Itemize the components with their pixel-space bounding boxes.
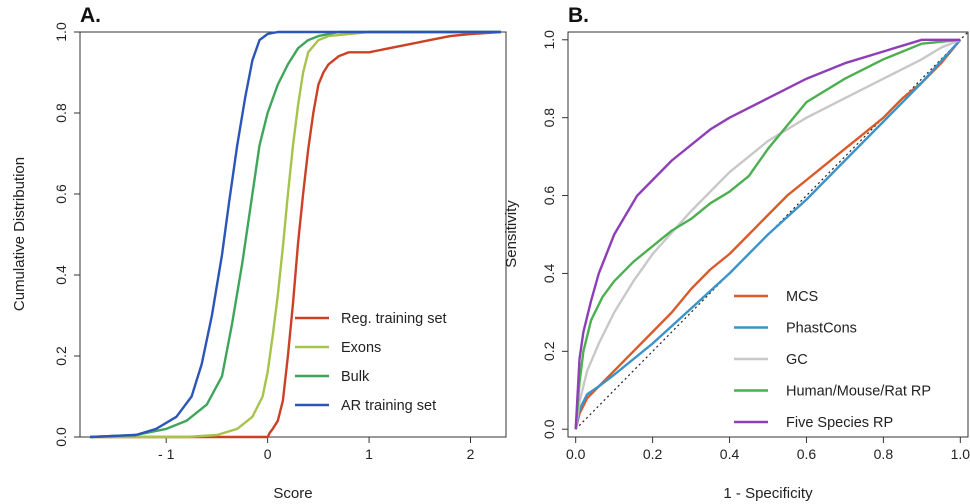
y-tick-label: 1.0	[541, 30, 557, 50]
series-line-ar-training-set	[90, 30, 501, 439]
panel-b-frame	[567, 31, 969, 438]
panel-b-legend: MCS PhastCons GC Human/Mouse/Rat RP Five Spe…	[734, 289, 931, 431]
panel-a-frame	[79, 31, 507, 438]
y-tick-label: 0.6	[53, 184, 69, 204]
x-tick-label: 1	[365, 446, 373, 462]
y-tick-label: 0.4	[53, 265, 69, 285]
series-line-mcs	[574, 39, 962, 430]
series-line-gc	[574, 38, 961, 430]
x-tick-label: 0.2	[643, 446, 663, 462]
y-tick-label: 0.2	[53, 346, 69, 366]
x-tick-label: 0.6	[797, 446, 817, 462]
y-tick-label: 0.2	[541, 341, 557, 361]
panel-b-x-axis: 0.0 0.2 0.4 0.6 0.8 1.0	[566, 437, 970, 462]
legend-label: Bulk	[341, 369, 370, 385]
series-line-exons	[90, 30, 501, 439]
panel-b-letter: B.	[568, 4, 589, 27]
legend-label: AR training set	[341, 398, 436, 414]
legend-label: Exons	[341, 340, 381, 356]
panel-a-plot-area	[90, 30, 501, 439]
panel-a-y-axis-title: Cumulative Distribution	[11, 157, 28, 311]
panel-a-letter: A.	[80, 4, 101, 27]
series-line-phastcons	[574, 38, 962, 430]
panel-a: A. 0.0 0.2 0.4 0.6 0.8 1.0 - 1 0 1 2 Score Cumul…	[11, 4, 507, 502]
x-tick-label: 0	[264, 446, 272, 462]
panel-b-plot-area	[574, 31, 969, 430]
series-line-bulk	[90, 30, 501, 439]
panel-a-x-axis-title: Score	[273, 485, 312, 502]
panel-a-y-axis: 0.0 0.2 0.4 0.6 0.8 1.0	[53, 22, 80, 447]
x-tick-label: 0.8	[874, 446, 894, 462]
legend-label: PhastCons	[786, 321, 857, 337]
legend-label: MCS	[786, 289, 818, 305]
y-tick-label: 0.8	[53, 103, 69, 123]
y-tick-label: 0.4	[541, 264, 557, 284]
x-tick-label: 1.0	[951, 446, 970, 462]
y-tick-label: 0.0	[53, 427, 69, 447]
x-tick-label: 0.4	[720, 446, 740, 462]
y-tick-label: 1.0	[53, 22, 69, 42]
panel-b: B. 0.0 0.2 0.4 0.6 0.8 1.0 0.0 0.2 0.4 0.6 0.8 1.0…	[503, 4, 970, 502]
y-tick-label: 0.6	[541, 186, 557, 206]
panel-a-x-axis: - 1 0 1 2	[158, 437, 475, 462]
series-line-five-species-rp	[574, 38, 961, 430]
x-tick-label: 0.0	[566, 446, 586, 462]
y-tick-label: 0.0	[541, 419, 557, 439]
x-tick-label: 2	[467, 446, 475, 462]
panel-b-y-axis: 0.0 0.2 0.4 0.6 0.8 1.0	[541, 30, 568, 439]
legend-label: Reg. training set	[341, 311, 447, 327]
legend-label: Five Species RP	[786, 415, 893, 431]
x-tick-label: - 1	[158, 446, 175, 462]
legend-label: Human/Mouse/Rat RP	[786, 384, 931, 400]
series-line-reg-training-set	[90, 30, 501, 439]
legend-label: GC	[786, 352, 808, 368]
series-line-human-mouse-rat-rp	[574, 38, 961, 430]
panel-a-legend: Reg. training set Exons Bulk AR training se…	[295, 311, 447, 414]
y-tick-label: 0.8	[541, 108, 557, 128]
panel-b-x-axis-title: 1 - Specificity	[723, 485, 813, 502]
panel-b-y-axis-title: Sensitivity	[503, 200, 520, 268]
